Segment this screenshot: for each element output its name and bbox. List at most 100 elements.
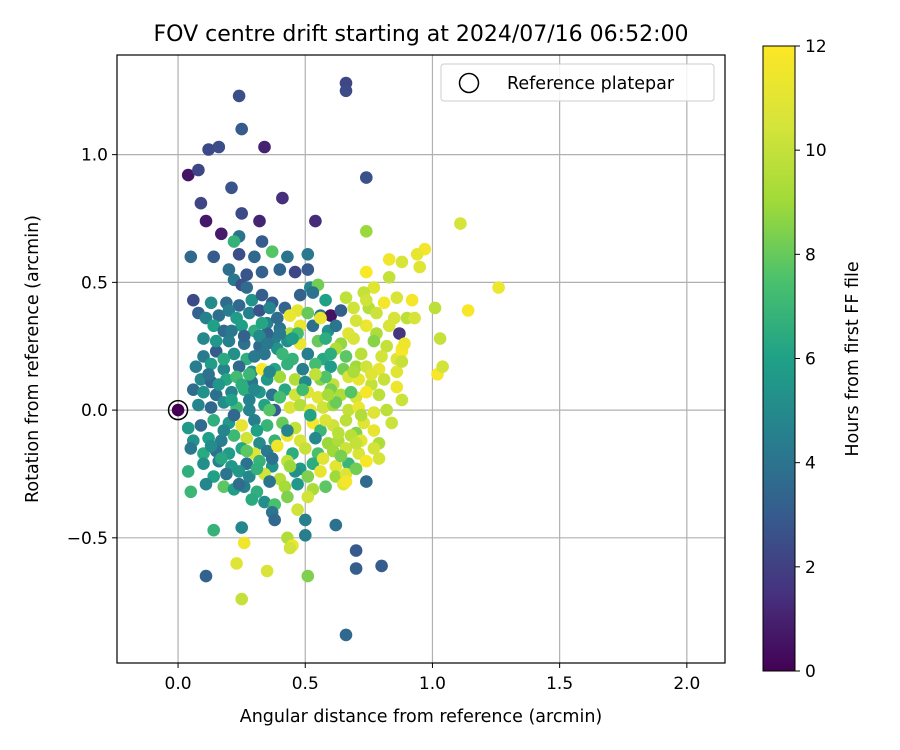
data-point: [372, 452, 386, 465]
data-point: [301, 306, 315, 320]
data-point: [263, 403, 276, 417]
data-point: [367, 442, 381, 455]
data-point: [260, 564, 274, 578]
data-point: [227, 347, 241, 361]
x-tick-label: 2.0: [673, 674, 700, 694]
data-point: [207, 414, 220, 427]
colorbar-tick-label: 8: [805, 245, 816, 265]
data-point: [197, 350, 210, 363]
data-point: [207, 250, 220, 264]
data-point: [263, 475, 276, 488]
data-point: [375, 350, 388, 363]
data-point: [276, 347, 289, 361]
data-point: [197, 457, 210, 471]
data-point: [454, 217, 467, 230]
data-point: [248, 350, 261, 363]
data-point: [410, 248, 424, 261]
data-point: [237, 329, 251, 343]
reference-ring: [167, 399, 189, 421]
data-point: [253, 304, 266, 317]
data-point: [217, 424, 231, 437]
data-point: [405, 293, 419, 307]
data-point: [324, 347, 338, 361]
data-point: [192, 163, 205, 177]
data-point: [390, 291, 404, 305]
data-point: [360, 475, 373, 488]
data-point: [349, 562, 363, 575]
data-point: [283, 309, 297, 322]
data-point: [283, 401, 297, 414]
data-point: [329, 319, 343, 333]
data-point: [276, 191, 289, 205]
data-point: [299, 529, 312, 542]
data-point: [227, 429, 241, 442]
data-point: [360, 265, 373, 279]
data-point: [268, 513, 282, 527]
data-point: [212, 378, 226, 391]
data-point: [360, 171, 373, 184]
data-point: [281, 490, 294, 504]
data-point: [199, 569, 213, 583]
data-point: [253, 437, 266, 450]
data-point: [390, 380, 404, 394]
data-point: [377, 296, 391, 310]
data-point: [199, 311, 213, 325]
data-point: [265, 245, 279, 258]
data-point: [339, 291, 353, 305]
data-point: [222, 263, 236, 276]
data-point: [255, 288, 269, 302]
data-point: [215, 227, 228, 241]
data-point: [273, 370, 287, 384]
legend: Reference platepar: [440, 63, 715, 102]
data-point: [291, 477, 304, 491]
data-point: [347, 332, 360, 345]
y-axis-ticks: −0.5 0.0 0.5 1.0: [67, 146, 117, 549]
colorbar-tick-label: 12: [805, 37, 827, 57]
data-point: [273, 327, 287, 340]
data-point: [428, 301, 442, 315]
data-point: [319, 414, 332, 427]
data-point: [194, 419, 208, 432]
data-point: [222, 304, 236, 317]
data-point: [339, 84, 353, 98]
data-point: [329, 396, 343, 409]
data-point: [299, 442, 312, 455]
data-point: [204, 357, 218, 371]
data-point: [181, 465, 195, 478]
data-point: [314, 465, 327, 478]
data-point: [309, 357, 322, 371]
data-point: [243, 470, 256, 483]
data-point: [235, 319, 248, 333]
data-point: [301, 569, 315, 583]
data-point: [306, 457, 320, 471]
data-point: [235, 521, 248, 534]
data-point: [306, 286, 320, 299]
data-point: [309, 431, 322, 445]
data-point: [202, 368, 215, 381]
data-point: [271, 311, 284, 325]
data-point: [260, 337, 274, 351]
data-point: [301, 263, 315, 276]
data-point: [344, 385, 358, 399]
x-tick-label: 0.0: [165, 674, 192, 694]
data-point: [250, 462, 264, 476]
data-point: [273, 391, 287, 404]
data-point: [199, 214, 213, 228]
data-point: [197, 332, 210, 345]
data-point: [382, 319, 396, 333]
data-point: [192, 398, 205, 412]
colorbar-gradient: [762, 45, 796, 672]
data-point: [319, 293, 332, 307]
plot-frame: [116, 54, 726, 664]
data-point: [314, 311, 327, 325]
data-point: [184, 442, 198, 455]
data-point: [248, 383, 261, 397]
data-point: [250, 424, 264, 437]
data-point: [324, 309, 338, 322]
legend-label: Reference platepar: [507, 74, 675, 94]
colorbar-tick-label: 4: [805, 454, 816, 474]
data-point: [202, 143, 215, 156]
grid-lines: [117, 55, 725, 663]
data-point: [332, 426, 345, 440]
